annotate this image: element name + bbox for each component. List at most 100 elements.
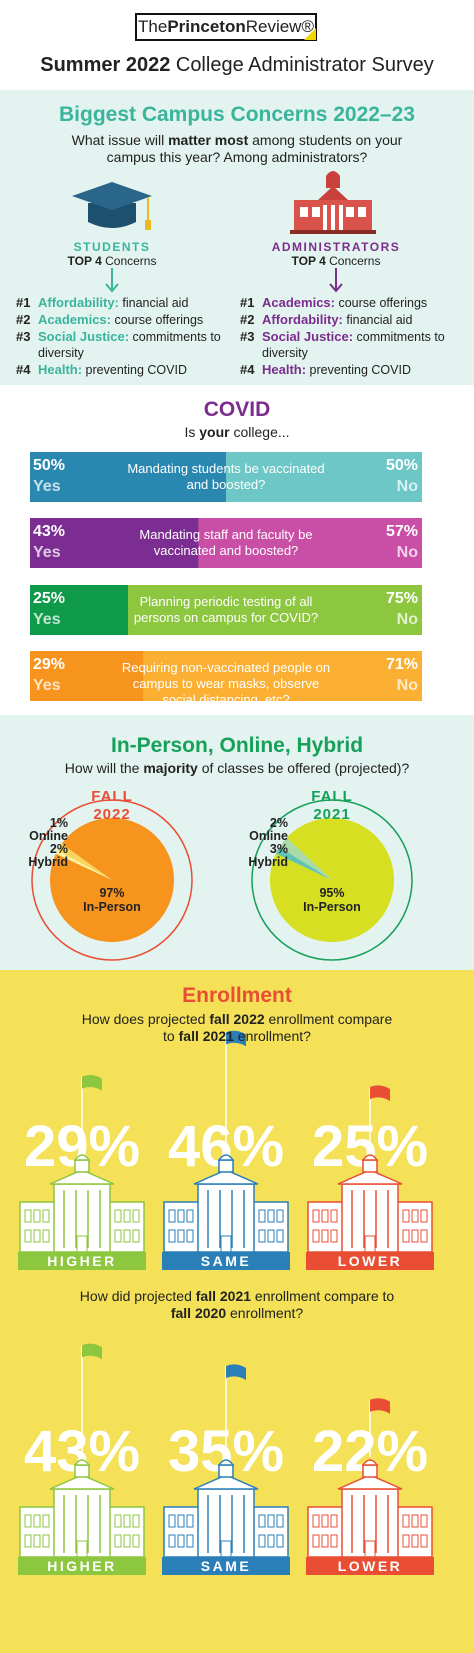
window xyxy=(24,1534,32,1548)
label-band xyxy=(306,1252,434,1270)
text: enrollment? xyxy=(233,1028,311,1044)
text: enrollment? xyxy=(226,1305,304,1321)
value-label: 43% xyxy=(33,523,66,540)
concern-text: Social Justice: commitments to diversity xyxy=(262,329,455,361)
detail: commitments to diversity xyxy=(38,330,221,360)
no-bar xyxy=(143,651,422,701)
graduation-cap xyxy=(72,182,152,230)
window xyxy=(42,1514,50,1528)
title-part: College Administrator Survey xyxy=(170,54,434,76)
cupola xyxy=(362,1464,378,1478)
concern-text: Health: preventing COVID xyxy=(262,362,411,378)
pie-label: FALL xyxy=(311,788,353,805)
pediment xyxy=(49,1474,115,1490)
concern-text: Academics: course offerings xyxy=(38,312,203,328)
flag xyxy=(370,1085,390,1101)
pie-ring xyxy=(251,799,413,961)
pie-slice xyxy=(275,846,332,880)
dome xyxy=(217,1459,235,1466)
window xyxy=(168,1229,176,1243)
topic: Health: xyxy=(38,362,83,377)
dome xyxy=(73,1154,91,1161)
window xyxy=(411,1514,419,1528)
window xyxy=(276,1229,284,1243)
window xyxy=(123,1534,131,1548)
text: among students on your campus this year?… xyxy=(106,132,403,165)
center-block xyxy=(53,1488,111,1558)
rank: #1 xyxy=(16,295,31,310)
label-band xyxy=(18,1252,146,1270)
rank: #2 xyxy=(16,312,31,327)
window xyxy=(267,1209,275,1223)
window xyxy=(420,1534,428,1548)
category-label: HIGHER xyxy=(47,1558,116,1574)
text: Concerns xyxy=(101,254,157,268)
pie-label: 2022 xyxy=(93,806,131,823)
window xyxy=(24,1229,32,1243)
center-block xyxy=(53,1183,111,1253)
pediment xyxy=(337,1474,403,1490)
pie-label: Hybrid xyxy=(28,855,68,869)
window xyxy=(186,1534,194,1548)
yes-bar xyxy=(30,585,128,635)
dome xyxy=(361,1154,379,1161)
window xyxy=(33,1209,41,1223)
flag xyxy=(82,1343,102,1360)
pie-slice xyxy=(55,850,112,880)
topic: Academics: xyxy=(262,295,335,310)
question: How does projected fall 2022 enrollment … xyxy=(77,1011,397,1045)
concern-item: #1 Academics: course offerings xyxy=(240,295,455,311)
window xyxy=(114,1534,122,1548)
window xyxy=(258,1514,266,1528)
text: enrollment compare to xyxy=(163,1011,393,1044)
window xyxy=(123,1229,131,1243)
rank: #1 xyxy=(240,295,255,310)
dome xyxy=(217,1154,235,1161)
section-title: Biggest Campus Concerns 2022–23 xyxy=(59,103,415,126)
group-subtitle: TOP 4 Concerns xyxy=(12,254,212,268)
value-label: 75% xyxy=(385,590,418,607)
window xyxy=(168,1514,176,1528)
window xyxy=(267,1229,275,1243)
answer-label: No xyxy=(396,544,418,561)
text: Is xyxy=(184,424,200,440)
window xyxy=(276,1209,284,1223)
label-band xyxy=(306,1557,434,1575)
concern-text: Social Justice: commitments to diversity xyxy=(38,329,231,361)
category-label: HIGHER xyxy=(47,1253,116,1269)
window xyxy=(402,1534,410,1548)
dome xyxy=(361,1459,379,1466)
window xyxy=(168,1534,176,1548)
text: TOP 4 xyxy=(291,254,326,268)
concerns-section xyxy=(0,90,474,385)
window xyxy=(321,1514,329,1528)
window xyxy=(42,1534,50,1548)
pediment xyxy=(193,1474,259,1490)
window xyxy=(411,1229,419,1243)
page-title: Summer 2022 College Administrator Survey xyxy=(0,54,474,77)
answer-label: Yes xyxy=(33,677,61,694)
window xyxy=(312,1209,320,1223)
logo-text: The xyxy=(138,17,168,36)
window xyxy=(321,1534,329,1548)
group-subtitle: TOP 4 Concerns xyxy=(236,254,436,268)
window xyxy=(276,1514,284,1528)
detail: financial aid xyxy=(122,296,189,310)
building xyxy=(307,1154,433,1253)
text: How did projected xyxy=(79,1288,196,1304)
window xyxy=(132,1209,140,1223)
concern-text: Affordability: financial aid xyxy=(262,312,412,328)
text: matter most xyxy=(168,132,249,148)
detail: preventing COVID xyxy=(309,363,411,377)
pie-label: Online xyxy=(29,829,68,843)
text: fall 2020 xyxy=(170,1305,227,1321)
concern-item: #2 Academics: course offerings xyxy=(16,312,231,328)
pediment xyxy=(337,1169,403,1185)
window xyxy=(177,1229,185,1243)
window xyxy=(123,1209,131,1223)
window xyxy=(321,1229,329,1243)
window xyxy=(168,1209,176,1223)
window xyxy=(42,1209,50,1223)
text: of classes be offered (projected)? xyxy=(197,760,410,776)
window xyxy=(33,1534,41,1548)
